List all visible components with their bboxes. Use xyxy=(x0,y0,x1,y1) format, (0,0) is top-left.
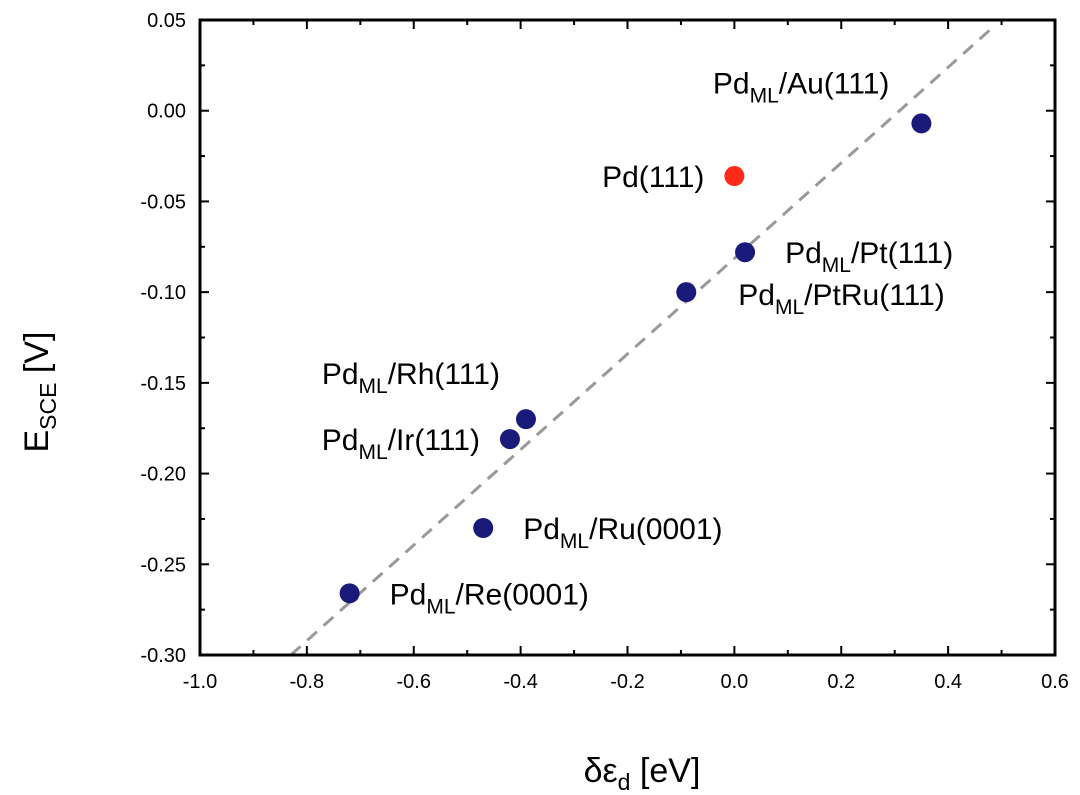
data-point xyxy=(515,409,536,430)
x-tick-label: -0.4 xyxy=(503,671,537,693)
y-axis-title-symbol: E xyxy=(18,430,56,453)
y-tick-label: -0.20 xyxy=(140,464,186,486)
point-label-base: Pd xyxy=(322,358,359,391)
plot-frame xyxy=(198,18,1057,657)
point-label: PdML/Ir(111) xyxy=(322,424,480,464)
x-axis-title-unit: [eV] xyxy=(630,752,700,790)
point-label-subscript: ML xyxy=(359,375,388,398)
x-tick-label: 0.4 xyxy=(934,671,962,693)
point-label-subscript: ML xyxy=(775,296,804,319)
point-label: PdML/Rh(111) xyxy=(322,358,500,398)
point-label-substrate: /PtRu(111) xyxy=(804,279,945,312)
point-label-base: Pd xyxy=(523,513,560,546)
point-label: Pd(111) xyxy=(602,161,704,194)
x-axis-title-subscript: d xyxy=(618,769,631,795)
point-label: PdML/PtRu(111) xyxy=(738,279,945,319)
point-label-base: Pd xyxy=(390,578,427,611)
fit-line xyxy=(289,27,992,657)
point-label-subscript: ML xyxy=(560,530,589,553)
data-point xyxy=(911,113,932,134)
point-label: PdML/Re(0001) xyxy=(390,578,589,618)
data-point xyxy=(499,429,520,450)
point-label: PdML/Pt(111) xyxy=(785,237,953,277)
x-tick-label: 0.0 xyxy=(720,671,748,693)
point-label-substrate: /Rh(111) xyxy=(388,358,500,391)
point-label-substrate: /Re(0001) xyxy=(456,578,589,611)
y-tick-label: -0.05 xyxy=(140,191,186,213)
x-axis-title: δεd [eV] xyxy=(584,752,701,795)
tick-layer: -1.0 -0.8 -0.6 -0.4 -0.2 0.0 0.2 0.4 0.6 0.05 0.00… xyxy=(140,10,1069,693)
y-tick-label: 0.00 xyxy=(147,101,186,123)
x-tick-label: 0.6 xyxy=(1041,671,1069,693)
point-label-base: Pd xyxy=(785,237,822,270)
y-tick-label: 0.05 xyxy=(147,10,186,32)
y-axis-title: ESCE [V] xyxy=(18,331,61,452)
point-label-base: Pd(111) xyxy=(602,161,704,194)
point-label-substrate: /Pt(111) xyxy=(851,237,953,270)
y-axis-title-subscript: SCE xyxy=(35,383,61,430)
data-point xyxy=(676,282,697,303)
data-point xyxy=(339,583,360,604)
data-point xyxy=(473,518,494,538)
y-tick-label: -0.10 xyxy=(140,282,186,304)
point-label: PdML/Au(111) xyxy=(713,67,890,107)
x-tick-label: -0.8 xyxy=(290,671,324,693)
point-label-subscript: ML xyxy=(359,441,388,464)
point-label-subscript: ML xyxy=(750,84,779,107)
y-tick-label: -0.30 xyxy=(140,645,186,667)
point-label-base: Pd xyxy=(738,279,775,312)
point-label-substrate: /Ir(111) xyxy=(388,424,480,457)
point-label-layer: PdML/Au(111)Pd(111)PdML/Pt(111)PdML/PtRu… xyxy=(322,67,953,618)
x-tick-label: -0.6 xyxy=(397,671,431,693)
point-label-substrate: /Au(111) xyxy=(779,67,890,100)
x-tick-label: -1.0 xyxy=(183,671,217,693)
point-label-substrate: /Ru(0001) xyxy=(589,513,722,546)
point-label-base: Pd xyxy=(713,67,750,100)
point-label-subscript: ML xyxy=(822,254,851,277)
data-point xyxy=(724,166,745,187)
x-tick-label: 0.2 xyxy=(827,671,855,693)
y-tick-label: -0.25 xyxy=(140,554,186,576)
y-tick-label: -0.15 xyxy=(140,373,186,395)
x-tick-label: -0.2 xyxy=(610,671,644,693)
fit-line-layer xyxy=(289,27,992,657)
y-axis-title-unit: [V] xyxy=(18,331,56,382)
data-point xyxy=(735,242,756,263)
point-label-subscript: ML xyxy=(426,595,455,618)
data-point-layer xyxy=(339,113,932,604)
x-axis-title-symbol: δε xyxy=(584,752,618,790)
point-label: PdML/Ru(0001) xyxy=(523,513,722,553)
point-label-base: Pd xyxy=(322,424,359,457)
